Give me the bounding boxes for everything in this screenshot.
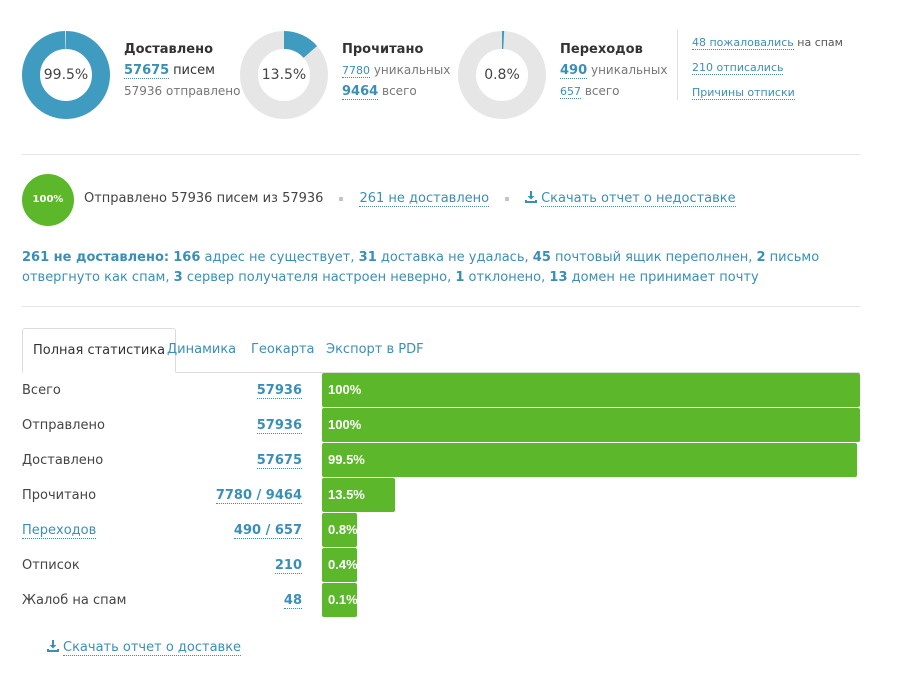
tab-export-pdf[interactable]: Экспорт в PDF [326,342,424,357]
row-label: Отписок [22,558,80,573]
row-label: Доставлено [22,453,104,468]
percent-bar [322,583,357,617]
stat-caption: писем [173,63,215,78]
table-row: Доставлено 57675 99.5% [22,443,862,477]
total-read-link[interactable]: 9464 [342,84,379,100]
table-row: Жалоб на спам 48 0.1% [22,583,862,617]
not-delivered-link[interactable]: 261 не доставлено [359,191,490,207]
percent-bar [322,478,395,512]
download-delivery-report-link[interactable]: Скачать отчет о доставке [47,640,242,656]
row-value-link[interactable]: 57675 [256,453,302,469]
table-row: Переходов 490 / 657 0.8% [22,513,862,547]
row-value-link[interactable]: 7780 / 9464 [215,488,302,504]
reason-count: 45 [532,250,551,265]
download-undelivered-link[interactable]: Скачать отчет о недоставке [525,191,736,207]
total-clicks-link[interactable]: 657 [560,85,581,99]
sent-percent-badge: 100% [22,174,74,226]
download-icon [47,640,59,652]
donut-value: 99.5% [43,67,89,83]
row-label: Всего [22,383,61,398]
stat-title: Прочитано [342,42,424,57]
table-row: Отписок 210 0.4% [22,548,862,582]
undelivered-details: 261 не доставлено: 166 адрес не существу… [22,248,862,288]
reason-text: почтовый ящик переполнен, [555,250,753,265]
bar-label: 0.4% [328,557,358,572]
reason-text: письмо отвергнуто как спам, [22,250,820,285]
tab-full-stats[interactable]: Полная статистика [22,328,177,373]
reason-count: 166 [173,250,201,265]
stat-caption: всего [382,84,417,98]
reason-count: 1 [455,270,465,285]
separator-dot [505,196,510,201]
download-icon [525,191,538,203]
unique-clicks-link[interactable]: 490 [560,63,588,79]
side-links: 48 пожаловались на спам 210 отписались П… [677,30,843,100]
divider [22,306,860,307]
reason-count: 31 [358,250,377,265]
percent-bar [322,513,357,547]
sent-text: Отправлено 57936 писем из 57936 [84,191,324,206]
percent-bar [322,373,860,407]
row-value-link[interactable]: 57936 [256,418,302,434]
delivered-count-link[interactable]: 57675 [124,63,170,79]
undelivered-head: 261 не доставлено: [22,250,170,265]
tab-dynamics[interactable]: Динамика [167,342,237,357]
stat-title: Доставлено [124,42,214,57]
donut-value: 0.8% [484,67,520,83]
row-value-link[interactable]: 210 [274,558,302,574]
row-label: Отправлено [22,418,105,433]
unsubscribe-reasons-link[interactable]: Причины отписки [692,86,795,100]
reason-text: адрес не существует, [204,250,355,265]
row-value-link[interactable]: 48 [283,593,302,609]
tabs-underline [22,372,860,373]
donut-value: 13.5% [261,67,307,83]
row-value-link[interactable]: 57936 [256,383,302,399]
percent-bar [322,548,357,582]
table-row: Отправлено 57936 100% [22,408,862,442]
spam-complaints-link[interactable]: 48 пожаловались [692,36,794,50]
sent-summary: Отправлено 57936 писем из 57936 261 не до… [84,191,736,207]
row-value-link[interactable]: 490 / 657 [233,523,302,539]
reason-count: 13 [549,270,568,285]
reason-count: 3 [173,270,183,285]
donut-clicks [458,31,546,119]
stat-caption: уникальных [373,63,451,77]
spam-caption: на спам [797,36,843,49]
percent-bar [322,408,860,442]
donut-read [240,31,328,119]
table-row: Прочитано 7780 / 9464 13.5% [22,478,862,512]
donut-delivered [22,31,110,119]
bar-label: 100% [328,417,362,432]
row-label: Жалоб на спам [22,593,127,608]
reason-text: отклонено, [468,270,546,285]
separator-dot [339,196,344,201]
percent-bar [322,443,858,477]
unique-read-link[interactable]: 7780 [342,64,370,78]
stat-title: Переходов [560,42,643,57]
row-label-link[interactable]: Переходов [22,523,97,539]
sent-count: 57936 [124,84,163,98]
bar-label: 13.5% [328,487,365,502]
reason-text: доставка не удалась, [380,250,529,265]
bar-label: 0.1% [328,592,358,607]
stat-caption: отправлено [166,84,241,98]
divider [22,154,860,155]
stat-caption: уникальных [590,63,668,77]
row-label: Прочитано [22,488,97,503]
download-delivery-label: Скачать отчет о доставке [63,640,242,656]
bar-label: 0.8% [328,522,358,537]
stat-caption: всего [584,84,620,98]
reason-text: сервер получателя настроен неверно, [186,270,452,285]
table-row: Всего 57936 100% [22,373,862,407]
tab-geomap[interactable]: Геокарта [251,342,315,357]
bar-label: 100% [328,382,362,397]
bar-label: 99.5% [328,452,365,467]
unsubscribed-link[interactable]: 210 отписались [692,61,784,75]
reason-count: 2 [756,250,766,265]
reason-text: домен не принимает почту [571,270,759,285]
download-undelivered-label: Скачать отчет о недоставке [541,191,736,207]
